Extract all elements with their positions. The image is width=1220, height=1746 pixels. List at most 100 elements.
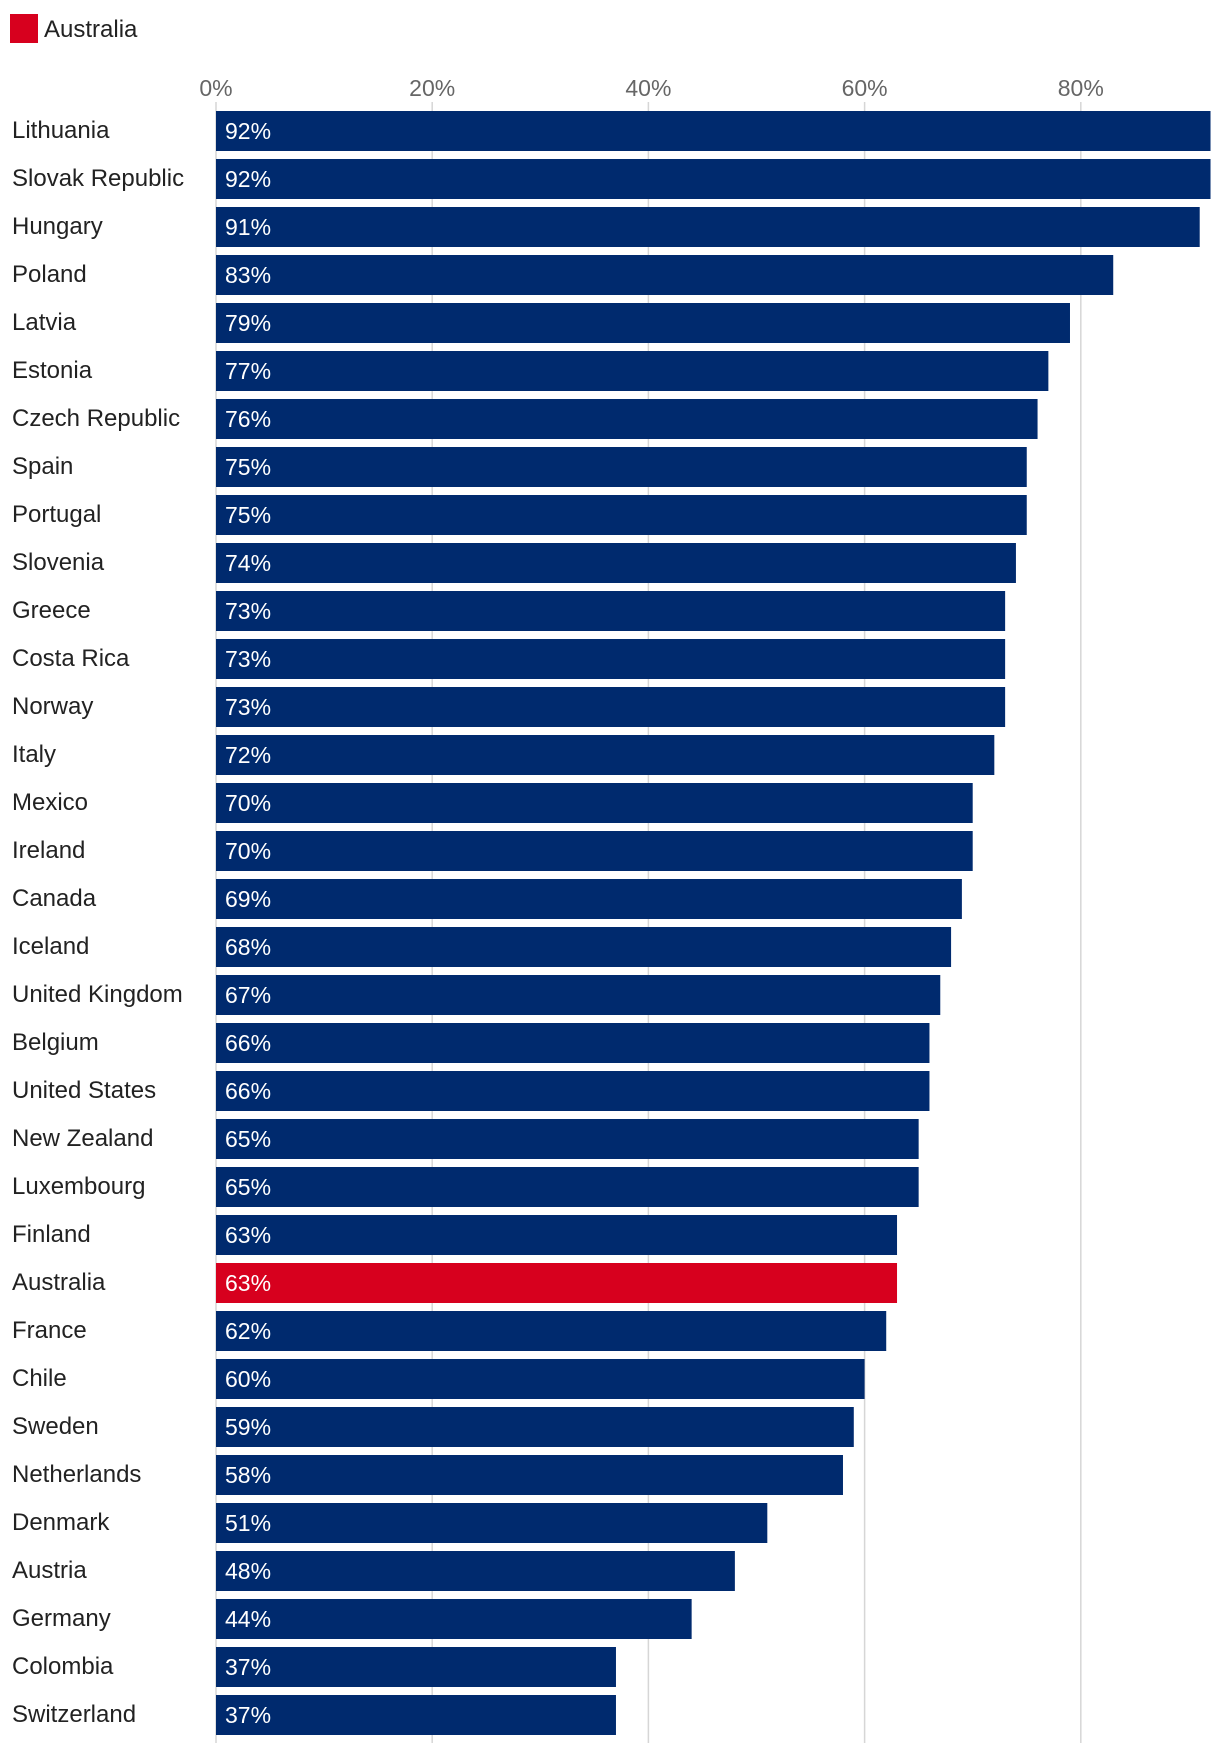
bar-portugal [216, 495, 1027, 535]
bar-new-zealand [216, 1119, 919, 1159]
value-label-canada: 69% [225, 886, 271, 912]
category-label-canada: Canada [12, 885, 97, 912]
bar-slovak-republic [216, 159, 1211, 199]
x-axis-ticks: 0% 20% 40% 60% 80% [199, 75, 1103, 101]
category-label-united-states: United States [12, 1077, 156, 1104]
value-label-italy: 72% [225, 742, 271, 768]
value-label-mexico: 70% [225, 790, 271, 816]
bar-belgium [216, 1023, 930, 1063]
value-label-new-zealand: 65% [225, 1126, 271, 1152]
category-label-sweden: Sweden [12, 1413, 99, 1440]
category-label-new-zealand: New Zealand [12, 1125, 153, 1152]
bar-luxembourg [216, 1167, 919, 1207]
category-label-finland: Finland [12, 1221, 91, 1248]
bar-greece [216, 591, 1006, 631]
category-label-czech-republic: Czech Republic [12, 405, 180, 432]
legend: Australia [10, 14, 138, 43]
value-label-portugal: 75% [225, 502, 271, 528]
category-label-hungary: Hungary [12, 213, 103, 240]
bar-hungary [216, 207, 1200, 247]
bar-switzerland [216, 1695, 616, 1735]
value-label-slovak-republic: 92% [225, 166, 271, 192]
value-label-australia: 63% [225, 1270, 271, 1296]
value-label-hungary: 91% [225, 214, 271, 240]
value-label-czech-republic: 76% [225, 406, 271, 432]
category-label-poland: Poland [12, 261, 87, 288]
bar-australia [216, 1263, 898, 1303]
category-label-luxembourg: Luxembourg [12, 1173, 145, 1200]
category-label-estonia: Estonia [12, 357, 93, 384]
category-label-lithuania: Lithuania [12, 117, 110, 144]
category-label-slovenia: Slovenia [12, 549, 105, 576]
bar-czech-republic [216, 399, 1038, 439]
value-label-iceland: 68% [225, 934, 271, 960]
bar-netherlands [216, 1455, 843, 1495]
bar-iceland [216, 927, 952, 967]
category-label-colombia: Colombia [12, 1653, 114, 1680]
bar-italy [216, 735, 995, 775]
category-label-australia: Australia [12, 1269, 106, 1296]
bar-lithuania [216, 111, 1211, 151]
value-label-estonia: 77% [225, 358, 271, 384]
category-label-slovak-republic: Slovak Republic [12, 165, 184, 192]
category-label-switzerland: Switzerland [12, 1701, 136, 1728]
category-label-costa-rica: Costa Rica [12, 645, 130, 672]
x-tick-label-60: 60% [842, 75, 888, 101]
category-label-norway: Norway [12, 693, 93, 720]
bar-poland [216, 255, 1114, 295]
category-label-austria: Austria [12, 1557, 87, 1584]
value-label-denmark: 51% [225, 1510, 271, 1536]
value-label-greece: 73% [225, 598, 271, 624]
bar-latvia [216, 303, 1070, 343]
value-label-luxembourg: 65% [225, 1174, 271, 1200]
value-label-united-states: 66% [225, 1078, 271, 1104]
category-label-netherlands: Netherlands [12, 1461, 141, 1488]
value-label-spain: 75% [225, 454, 271, 480]
category-label-germany: Germany [12, 1605, 111, 1632]
bar-estonia [216, 351, 1049, 391]
value-label-norway: 73% [225, 694, 271, 720]
x-tick-label-0: 0% [199, 75, 232, 101]
bar-slovenia [216, 543, 1016, 583]
bar-united-kingdom [216, 975, 941, 1015]
bar-canada [216, 879, 962, 919]
x-tick-label-20: 20% [409, 75, 455, 101]
legend-label-australia: Australia [44, 16, 138, 43]
category-label-spain: Spain [12, 453, 73, 480]
category-label-italy: Italy [12, 741, 56, 768]
category-label-portugal: Portugal [12, 501, 101, 528]
value-label-finland: 63% [225, 1222, 271, 1248]
bar-germany [216, 1599, 692, 1639]
x-tick-label-40: 40% [625, 75, 671, 101]
category-label-denmark: Denmark [12, 1509, 110, 1536]
value-label-poland: 83% [225, 262, 271, 288]
category-label-greece: Greece [12, 597, 91, 624]
category-label-ireland: Ireland [12, 837, 85, 864]
bar-spain [216, 447, 1027, 487]
bar-sweden [216, 1407, 854, 1447]
value-label-slovenia: 74% [225, 550, 271, 576]
category-label-belgium: Belgium [12, 1029, 99, 1056]
bar-ireland [216, 831, 973, 871]
value-labels: 92% 92% 91% 83% 79% 77% 76% 75% 75% 74% 73% 73% 73% 7… [225, 118, 271, 1728]
category-label-iceland: Iceland [12, 933, 89, 960]
value-label-germany: 44% [225, 1606, 271, 1632]
category-label-latvia: Latvia [12, 309, 77, 336]
bar-chile [216, 1359, 865, 1399]
bar-costa-rica [216, 639, 1006, 679]
bar-mexico [216, 783, 973, 823]
bars [216, 111, 1211, 1735]
category-label-united-kingdom: United Kingdom [12, 981, 183, 1008]
value-label-latvia: 79% [225, 310, 271, 336]
value-label-costa-rica: 73% [225, 646, 271, 672]
value-label-switzerland: 37% [225, 1702, 271, 1728]
category-label-mexico: Mexico [12, 789, 88, 816]
legend-swatch-australia [10, 14, 38, 43]
bar-denmark [216, 1503, 768, 1543]
value-label-netherlands: 58% [225, 1462, 271, 1488]
gridlines [215, 102, 1082, 1743]
category-label-france: France [12, 1317, 87, 1344]
bar-austria [216, 1551, 735, 1591]
bar-colombia [216, 1647, 616, 1687]
